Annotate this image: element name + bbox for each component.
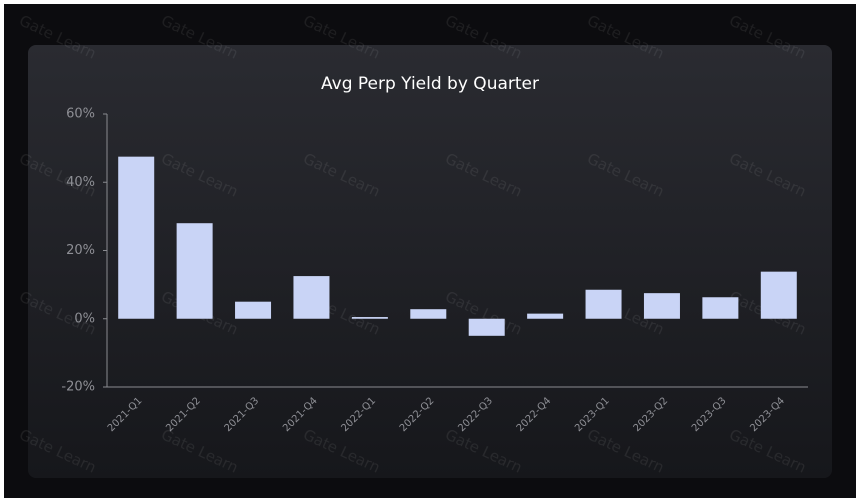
bar xyxy=(702,297,739,319)
y-tick-label: 20% xyxy=(66,243,95,258)
y-tick-label: 40% xyxy=(66,175,95,190)
y-tick-label: 0% xyxy=(74,311,95,326)
bar xyxy=(235,301,272,319)
bar xyxy=(118,156,155,319)
bar xyxy=(585,289,622,319)
chart-title: Avg Perp Yield by Quarter xyxy=(321,74,539,94)
bar xyxy=(468,318,505,336)
bar xyxy=(410,309,447,319)
bar xyxy=(351,317,388,319)
bar xyxy=(760,271,797,319)
y-tick-label: -20% xyxy=(61,380,95,395)
bar xyxy=(527,313,564,319)
bar xyxy=(643,293,680,319)
chart-panel xyxy=(28,45,832,478)
bar xyxy=(293,276,330,319)
bar xyxy=(176,223,213,319)
y-tick-label: 60% xyxy=(66,107,95,122)
